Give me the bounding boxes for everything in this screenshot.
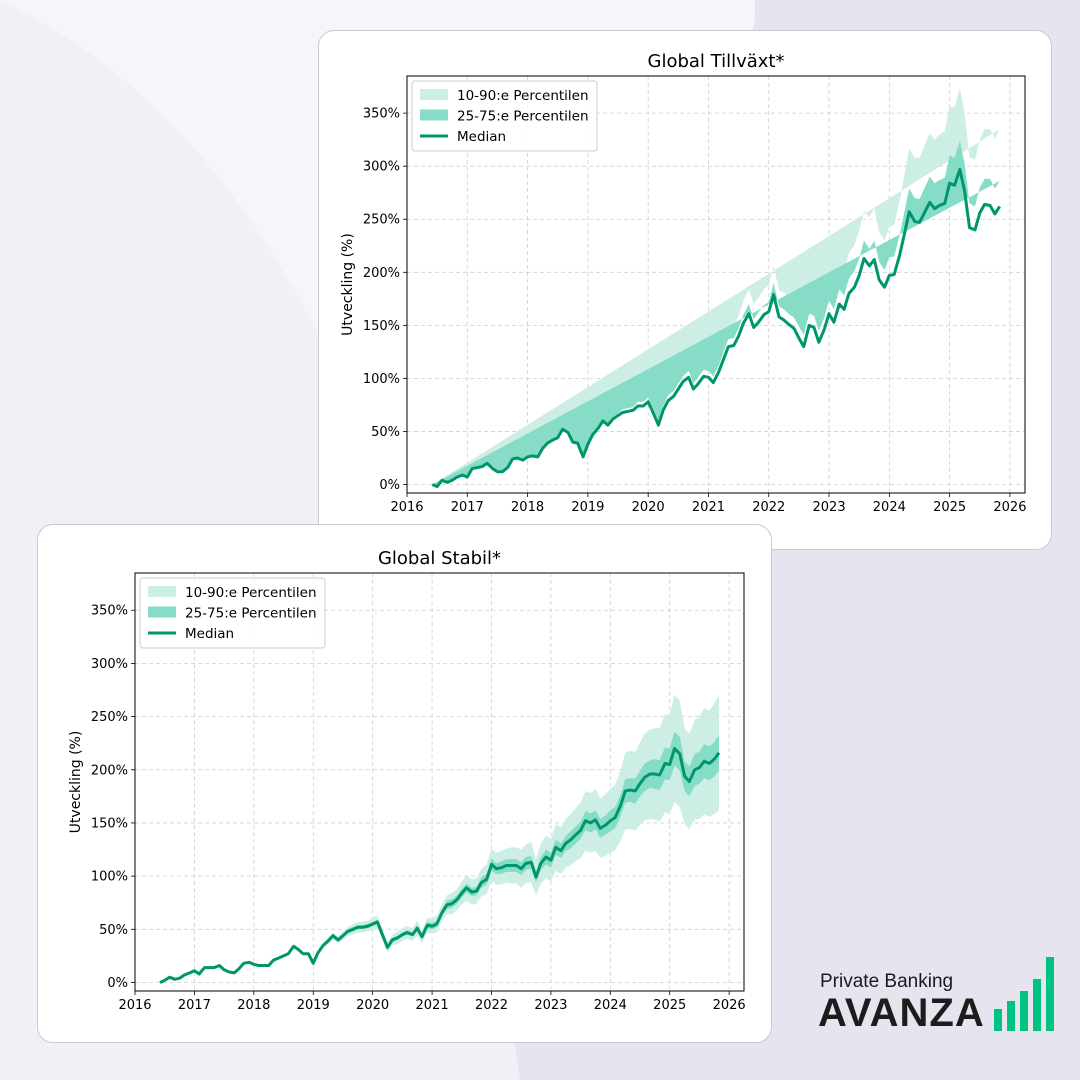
brand-name: AVANZA <box>818 991 985 1035</box>
legend-swatch-25-75 <box>148 606 176 618</box>
bar-chart-logo-icon <box>994 955 1054 1031</box>
legend-label: 10-90:e Percentilen <box>457 88 589 104</box>
x-tick-label: 2025 <box>933 500 966 515</box>
y-tick-label: 100% <box>91 870 128 885</box>
x-tick-label: 2024 <box>594 998 627 1013</box>
x-tick-label: 2018 <box>237 998 270 1013</box>
y-tick-label: 200% <box>91 763 128 778</box>
y-tick-label: 50% <box>99 923 128 938</box>
y-tick-label: 200% <box>363 266 400 281</box>
y-axis-label: Utveckling (%) <box>68 731 84 834</box>
chart-global-tillvaxt: 2016 2017 2018 2019 2020 2021 2022 2023 2024 2025… <box>340 51 1026 515</box>
x-tick-label: 2019 <box>571 500 604 515</box>
y-tick-label: 150% <box>363 319 400 334</box>
y-tick-label: 100% <box>363 372 400 387</box>
y-tick-label: 300% <box>91 657 128 672</box>
x-tick-label: 2022 <box>752 500 785 515</box>
chart-card-global-stabil: 2016 2017 2018 2019 2020 2021 2022 2023 2024 2025… <box>37 524 772 1043</box>
x-tick-label: 2020 <box>356 998 389 1013</box>
legend-label: 25-75:e Percentilen <box>457 109 589 125</box>
x-tick-label: 2019 <box>297 998 330 1013</box>
x-tick-label: 2016 <box>118 998 151 1013</box>
median-line <box>159 747 721 984</box>
legend-box <box>411 80 598 152</box>
y-tick-label: 350% <box>363 107 400 122</box>
x-tick-label: 2022 <box>475 998 508 1013</box>
y-tick-label: 50% <box>371 425 400 440</box>
x-tick-label: 2026 <box>713 998 746 1013</box>
x-tick-label: 2021 <box>692 500 725 515</box>
x-tick-label: 2020 <box>632 500 665 515</box>
legend-label: Median <box>185 626 234 642</box>
legend-label: Median <box>457 129 506 145</box>
brand-subtitle: Private Banking <box>820 971 954 992</box>
chart-title: Global Stabil* <box>378 548 501 569</box>
x-tick-label: 2016 <box>390 500 423 515</box>
chart-global-stabil: 2016 2017 2018 2019 2020 2021 2022 2023 2024 2025… <box>68 548 746 1013</box>
legend-box <box>139 577 326 649</box>
x-tick-label: 2017 <box>178 998 211 1013</box>
y-tick-label: 250% <box>363 213 400 228</box>
median-line <box>431 167 1001 489</box>
x-tick-label: 2021 <box>416 998 449 1013</box>
y-tick-label: 350% <box>91 604 128 619</box>
x-tick-label: 2023 <box>534 998 567 1013</box>
x-tick-label: 2026 <box>993 500 1026 515</box>
band-25-75-percentile <box>160 731 719 983</box>
legend-swatch-10-90 <box>420 89 448 100</box>
x-tick-label: 2023 <box>813 500 846 515</box>
y-tick-label: 0% <box>107 976 128 991</box>
x-tick-label: 2025 <box>653 998 686 1013</box>
band-10-90-percentile <box>160 695 719 983</box>
legend-swatch-10-90 <box>148 586 176 597</box>
y-tick-label: 150% <box>91 816 128 831</box>
x-tick-label: 2018 <box>511 500 544 515</box>
y-tick-label: 250% <box>91 710 128 725</box>
y-tick-label: 0% <box>379 478 400 493</box>
x-tick-label: 2024 <box>873 500 906 515</box>
legend-label: 25-75:e Percentilen <box>185 606 317 622</box>
chart-card-global-tillvaxt: 2016 2017 2018 2019 2020 2021 2022 2023 2024 2025… <box>318 30 1052 550</box>
y-axis-label: Utveckling (%) <box>340 233 356 336</box>
legend-swatch-25-75 <box>420 109 448 121</box>
plot-frame <box>134 572 745 992</box>
x-tick-label: 2017 <box>451 500 484 515</box>
brand-logo: Private Banking AVANZA <box>818 955 1058 1035</box>
chart-title: Global Tillväxt* <box>648 51 785 72</box>
y-tick-label: 300% <box>363 160 400 175</box>
legend-label: 10-90:e Percentilen <box>185 585 317 601</box>
plot-frame <box>406 75 1026 494</box>
